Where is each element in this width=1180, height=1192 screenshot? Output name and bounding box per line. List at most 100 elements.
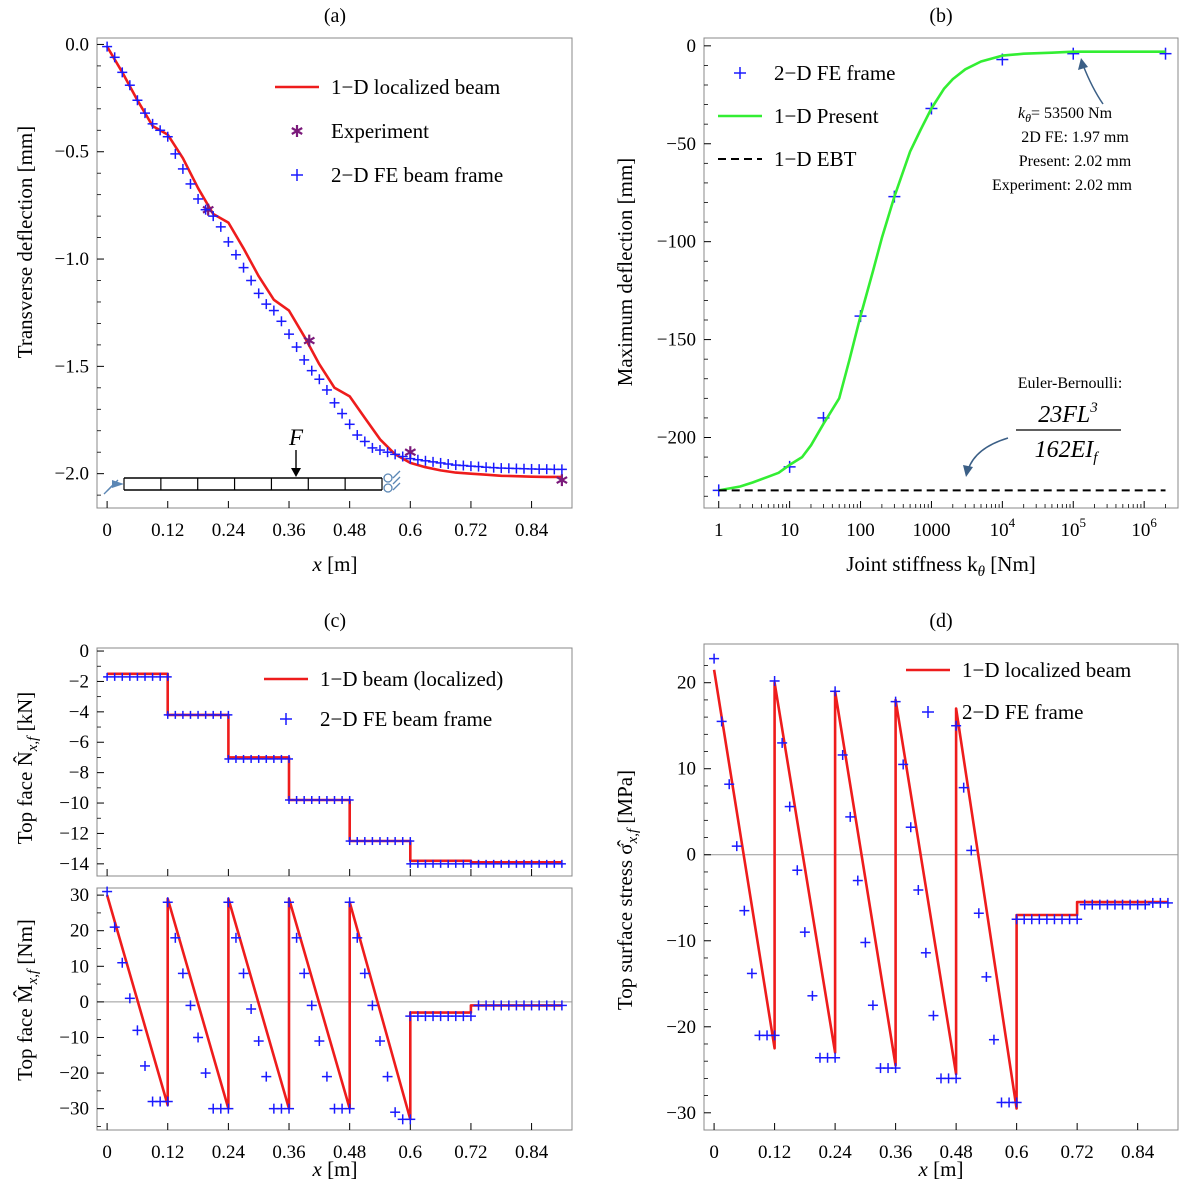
data-point-plus <box>344 897 355 908</box>
data-point-plus <box>102 886 113 897</box>
data-point-plus <box>238 262 249 273</box>
x-tick-label: 0.48 <box>333 520 366 541</box>
data-point-plus <box>262 754 271 763</box>
data-point-plus <box>397 451 408 462</box>
data-point-plus <box>443 459 454 470</box>
data-point-plus <box>315 796 324 804</box>
legend-label: 1−D Present <box>774 104 879 128</box>
data-point-plus <box>171 710 180 719</box>
data-point-plus <box>193 193 204 204</box>
data-point-plus <box>193 1032 204 1043</box>
y-tick-label: −150 <box>657 330 696 351</box>
data-point-plus <box>830 686 841 697</box>
legend-label: 2−D FE frame <box>774 61 895 85</box>
data-point-plus <box>277 754 286 763</box>
series-line <box>712 669 1168 1110</box>
y-tick-label: −30 <box>666 1103 696 1124</box>
annotation-experiment: Experiment: 2.02 mm <box>992 177 1133 194</box>
ylabel-c-bottom: Top face M̂x,f [Nm] <box>13 919 41 1081</box>
beam-inset: F <box>103 425 401 495</box>
data-point-plus <box>254 754 263 763</box>
legend-label: 1−D localized beam <box>331 75 500 99</box>
data-point-plus <box>557 859 566 868</box>
data-point-plus <box>465 1011 476 1022</box>
data-point-plus <box>147 118 158 129</box>
right-support-hatch <box>392 470 401 479</box>
data-point-plus <box>261 1071 272 1082</box>
series-red-line <box>107 672 562 864</box>
xlabel-a: x [m] <box>312 552 358 576</box>
annotation-present: Present: 2.02 mm <box>1019 153 1132 170</box>
data-point-plus <box>1159 47 1172 60</box>
series-red-line <box>105 45 562 479</box>
xlabel-b: Joint stiffness kθ [Nm] <box>846 552 1036 580</box>
x-tick-label: 0.24 <box>212 520 246 541</box>
data-point-plus <box>194 710 203 719</box>
data-point-plus <box>117 67 128 78</box>
data-point-plus <box>898 759 909 770</box>
data-point-plus <box>913 885 924 896</box>
data-point-plus <box>186 710 195 719</box>
data-point-plus <box>162 897 173 908</box>
data-point-plus <box>261 299 272 310</box>
data-point-plus <box>284 897 295 908</box>
data-point-plus <box>352 932 363 943</box>
series-line <box>107 672 562 864</box>
series-blue-plus <box>103 672 566 868</box>
y-tick-label: 0 <box>80 992 90 1013</box>
data-point-plus <box>345 796 354 804</box>
data-point-plus <box>344 419 355 430</box>
data-point-plus <box>406 837 415 846</box>
data-point-plus <box>132 1025 143 1036</box>
data-point-plus <box>140 108 151 119</box>
ktheta-annotation: kθ= 53500 Nm 2D FE: 1.97 mm Present: 2.0… <box>992 58 1133 194</box>
data-point-plus <box>412 454 423 465</box>
series-line <box>105 45 562 479</box>
data-point-plus <box>482 859 491 868</box>
y-tick-label: −4 <box>69 702 90 723</box>
data-point-plus <box>307 796 316 804</box>
data-point-plus <box>109 52 120 63</box>
data-point-plus <box>329 397 340 408</box>
data-point-plus <box>739 905 750 916</box>
x-tick-label: 0.84 <box>515 1142 549 1163</box>
x-tick-label: 0 <box>709 1142 719 1163</box>
y-tick-label: 0 <box>687 845 697 866</box>
data-point-plus <box>451 859 460 868</box>
data-point-plus <box>527 859 536 868</box>
data-point-plus <box>141 672 150 681</box>
data-point-plus <box>852 875 863 886</box>
data-point-plus <box>420 455 431 466</box>
data-point-plus <box>306 365 317 376</box>
ebt-title: Euler-Bernoulli: <box>1018 375 1123 392</box>
left-support-hatch <box>109 479 119 489</box>
data-point-plus <box>792 865 803 876</box>
data-point-plus <box>474 859 483 868</box>
x-tick-label: 0.24 <box>212 1142 246 1163</box>
legend-entry: 1−D localized beam <box>906 658 1131 682</box>
data-point-plus <box>200 1068 211 1079</box>
data-point-plus <box>550 859 559 868</box>
data-point-plus <box>375 837 384 846</box>
data-point-plus <box>322 796 331 804</box>
annotation-2dfe: 2D FE: 1.97 mm <box>1021 129 1129 146</box>
legend-label: 1−D beam (localized) <box>320 667 503 691</box>
x-tick-label: 0.12 <box>151 520 184 541</box>
data-point-plus <box>799 927 810 938</box>
caption-d: (d) <box>929 610 952 632</box>
ebt-arrowhead <box>963 465 973 477</box>
data-point-plus <box>905 822 916 833</box>
ebt-annotation: Euler-Bernoulli: 23FL3 162EIf <box>963 375 1122 477</box>
data-point-plus <box>132 95 143 106</box>
x-tick-label: 10 <box>780 520 799 541</box>
data-point-plus <box>185 178 196 189</box>
x-tick-label: 0 <box>102 520 112 541</box>
series-red-line <box>105 894 562 1121</box>
x-tick-label: 0.36 <box>879 1142 912 1163</box>
legend-entry: 1−D localized beam <box>275 75 500 99</box>
data-point-plus <box>405 453 416 464</box>
data-point-plus <box>170 932 181 943</box>
data-point-plus <box>118 672 127 681</box>
force-label: F <box>288 425 304 450</box>
data-point-plus <box>519 859 528 868</box>
